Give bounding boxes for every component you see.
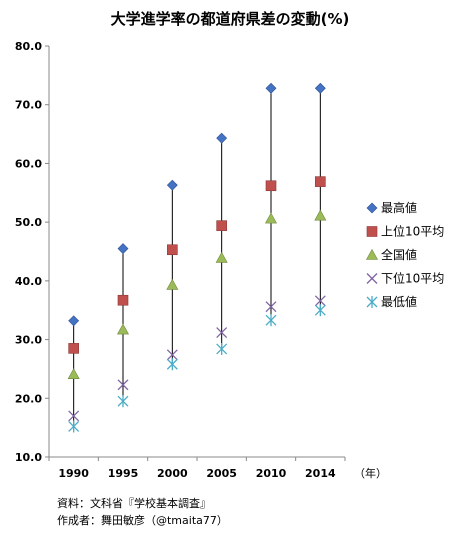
legend-item: 最低値 (366, 294, 417, 309)
author-note: 作成者：舞田敏彦（@tmaita77） (57, 514, 228, 527)
legend-label: 最高値 (381, 200, 417, 215)
data-point (116, 323, 130, 335)
range-lines (73, 88, 321, 427)
data-point (68, 343, 79, 354)
data-point (166, 278, 179, 290)
data-point (68, 410, 80, 422)
data-point (264, 212, 278, 224)
legend-marker (366, 273, 378, 284)
data-point (216, 327, 228, 338)
y-tick-label: 20.0 (15, 392, 42, 405)
data-point (314, 82, 326, 94)
data-point (265, 301, 277, 313)
y-tick-label: 80.0 (15, 40, 42, 53)
data-point (68, 420, 80, 433)
data-point (68, 315, 80, 327)
data-point (166, 358, 178, 371)
data-point (166, 179, 178, 191)
y-tick-label: 60.0 (15, 157, 42, 170)
chart-title: 大学進学率の都道府県差の変動(%) (111, 10, 350, 28)
data-point (216, 220, 227, 231)
legend-marker (366, 296, 378, 308)
x-tick-label: 2010 (256, 467, 287, 480)
data-point (265, 314, 277, 327)
x-tick-label: 1990 (58, 467, 89, 480)
x-tick-label: 2005 (206, 467, 237, 480)
legend-item: 下位10平均 (366, 271, 444, 286)
axes: 10.0 20.0 30.0 40.0 50.0 60.0 70.0 80.0 1990 1995… (15, 40, 346, 480)
legend-item: 最高値 (366, 200, 417, 215)
data-point (117, 294, 129, 306)
data-marks (67, 82, 327, 433)
legend-label: 下位10平均 (381, 271, 444, 286)
legend-marker (365, 248, 379, 260)
legend-label: 最低値 (381, 294, 417, 309)
y-tick-label: 30.0 (15, 334, 42, 347)
y-tick-label: 40.0 (15, 275, 42, 288)
legend-item: 全国値 (365, 247, 417, 262)
data-point (67, 368, 80, 380)
data-point (315, 176, 326, 187)
data-point (216, 342, 228, 355)
data-point (117, 379, 129, 391)
data-point (117, 243, 129, 254)
data-point (117, 395, 129, 408)
data-point (314, 295, 326, 307)
x-tick-label: 2000 (157, 467, 188, 480)
x-tick-label: 1995 (108, 467, 139, 480)
y-tick-label: 70.0 (15, 99, 42, 112)
data-point (314, 304, 326, 317)
data-point (216, 132, 228, 144)
data-point (314, 209, 327, 221)
x-axis-unit: （年） (354, 466, 387, 480)
data-point (167, 244, 178, 256)
y-tick-label: 10.0 (15, 451, 42, 464)
data-point (215, 251, 228, 263)
y-tick-label: 50.0 (15, 216, 42, 229)
legend-label: 上位10平均 (381, 224, 444, 239)
legend-item: 上位10平均 (366, 224, 444, 239)
data-point (166, 349, 178, 361)
legend-marker (366, 226, 378, 237)
data-point (265, 180, 277, 192)
data-point (265, 82, 277, 94)
legend-marker (366, 202, 378, 214)
legend-label: 全国値 (381, 247, 417, 262)
source-note: 資料：文科省『学校基本調査』 (57, 497, 211, 510)
x-tick-label: 2014 (305, 467, 336, 480)
